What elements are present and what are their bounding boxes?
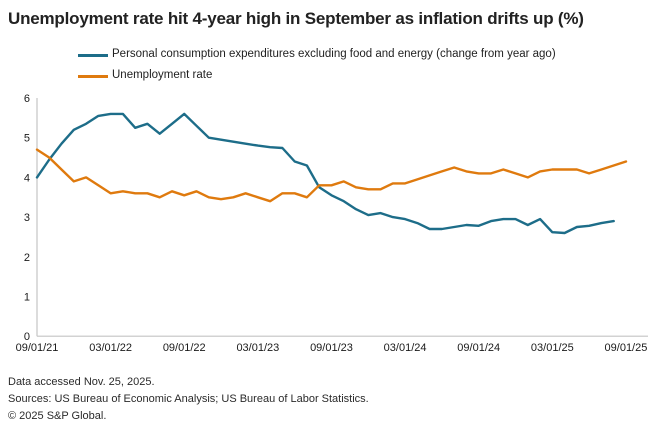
line-chart: 0 1 2 3 4 5 6 09/01/21 03/01/22 09/01/22 03/01/23 0… <box>16 93 648 354</box>
x-tick-label: 03/01/23 <box>236 342 279 354</box>
pce-line-swatch <box>78 53 108 57</box>
footer-data-accessed: Data accessed Nov. 25, 2025. <box>8 375 155 388</box>
y-tick-label: 0 <box>24 331 30 343</box>
y-tick-label: 1 <box>24 291 30 303</box>
y-tick-label: 5 <box>24 133 30 145</box>
x-tick-label: 03/01/22 <box>89 342 132 354</box>
y-tick-label: 2 <box>24 252 30 264</box>
chart-footer: Data accessed Nov. 25, 2025. Sources: US… <box>8 374 660 425</box>
x-tick-label: 09/01/22 <box>163 342 206 354</box>
x-tick-label: 09/01/21 <box>16 342 59 354</box>
chart-title: Unemployment rate hit 4-year high in Sep… <box>8 9 584 28</box>
y-tick-label: 6 <box>24 93 30 105</box>
x-tick-label: 09/01/25 <box>605 342 648 354</box>
legend-label-pce: Personal consumption expenditures exclud… <box>112 48 556 61</box>
y-tick-label: 3 <box>24 212 30 224</box>
y-tick-label: 4 <box>24 172 30 184</box>
legend: Personal consumption expenditures exclud… <box>78 48 660 83</box>
x-tick-label: 03/01/25 <box>531 342 574 354</box>
series-line-unemployment <box>35 148 628 203</box>
legend-item-pce: Personal consumption expenditures exclud… <box>78 48 660 62</box>
unemployment-line-swatch <box>78 74 108 78</box>
series-line-pce <box>35 112 615 235</box>
x-tick-label: 03/01/24 <box>384 342 427 354</box>
x-tick-label: 09/01/24 <box>457 342 500 354</box>
footer-copyright: © 2025 S&P Global. <box>8 410 107 423</box>
x-tick-label: 09/01/23 <box>310 342 353 354</box>
legend-label-unemployment: Unemployment rate <box>112 69 213 82</box>
legend-item-unemployment: Unemployment rate <box>78 69 660 83</box>
footer-sources: Sources: US Bureau of Economic Analysis;… <box>8 393 369 406</box>
